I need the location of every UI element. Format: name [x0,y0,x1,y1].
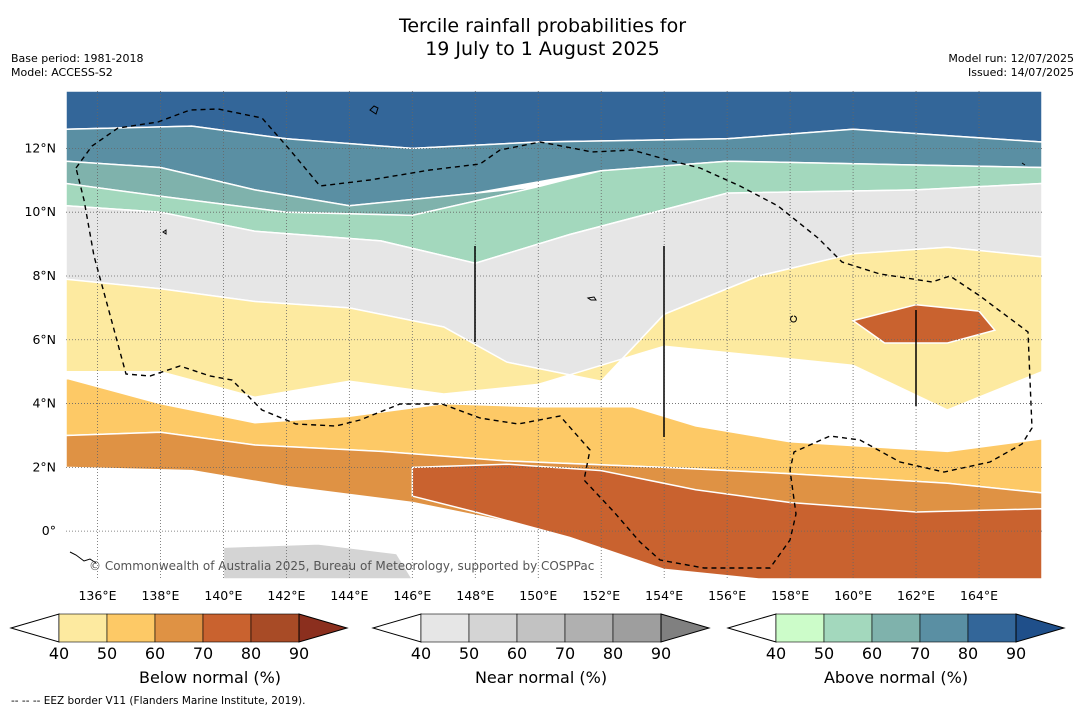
lon-tick-label: 142°E [267,588,305,603]
colorbar-tick-label: 60 [507,644,527,663]
colorbar-tick-label: 40 [766,644,786,663]
colorbar-near: 40 50 60 70 80 90 [371,613,711,663]
base-period-label: Base period: 1981-2018 [11,52,144,65]
region-below-normal-40-5 [66,246,1042,411]
chart-title-line2: 19 July to 1 August 2025 [425,38,660,60]
colorbar-tick-label: 80 [241,644,261,663]
colorbar-tick-label: 50 [459,644,479,663]
colorbar-tick-label: 40 [49,644,69,663]
colorbar-segment [58,613,108,643]
colorbar-tick-label: 70 [555,644,575,663]
lat-tick-label: 6°N [32,332,56,347]
coastline-features [69,105,1026,564]
colorbar-tick-label: 50 [814,644,834,663]
colorbar-segment [967,613,1017,643]
colorbar-segment [564,613,614,643]
colorbar-lower-extension [726,613,777,643]
colorbar-upper-extension [1015,613,1066,643]
colorbar-tick-label: 50 [97,644,117,663]
colorbar-tick-label: 60 [145,644,165,663]
colorbar-lower-extension [371,613,422,643]
colorbar-below: 40 50 60 70 80 90 [9,613,349,663]
copyright-text: © Commonwealth of Australia 2025, Bureau… [89,559,594,573]
colorbar-segment [250,613,300,643]
colorbar-tick-label: 70 [910,644,930,663]
colorbar-segment [871,613,921,643]
colorbar-segment [202,613,252,643]
colorbar-segment [775,613,825,643]
lon-tick-label: 136°E [78,588,116,603]
colorbar-segment [612,613,662,643]
lat-tick-label: 8°N [32,268,56,283]
colorbar-segment [154,613,204,643]
lon-tick-label: 144°E [330,588,368,603]
region-near-normal-50-10 [222,543,414,579]
lat-tick-label: 12°N [24,140,56,155]
chart-title-line1: Tercile rainfall probabilities for [398,15,687,37]
colorbar-tick-label: 90 [1006,644,1026,663]
model-run-label: Model run: 12/07/2025 [948,52,1074,65]
colorbar-segment [919,613,969,643]
colorbar-tick-label: 60 [862,644,882,663]
near-normal-legend-label: Near normal (%) [474,668,608,687]
issued-label: Issued: 14/07/2025 [967,66,1074,79]
eez-border [75,108,1033,569]
lon-tick-label: 150°E [519,588,557,603]
lon-tick-label: 140°E [204,588,242,603]
lon-tick-label: 164°E [960,588,998,603]
lat-tick-label: 0° [42,523,56,538]
lon-tick-label: 156°E [708,588,746,603]
below-normal-legend-label: Below normal (%) [138,668,282,687]
lon-tick-label: 146°E [393,588,431,603]
colorbar-tick-label: 80 [603,644,623,663]
lon-tick-label: 160°E [834,588,872,603]
colorbar-upper-extension [660,613,711,643]
colorbar-segment [106,613,156,643]
lat-tick-label: 2°N [32,459,56,474]
station-markers [474,246,917,437]
colorbar-segment [420,613,470,643]
colorbar-tick-label: 40 [411,644,431,663]
lon-tick-label: 138°E [141,588,179,603]
model-label: Model: ACCESS-S2 [11,66,113,79]
lon-tick-label: 154°E [645,588,683,603]
colorbar-segment [823,613,873,643]
lat-tick-label: 4°N [32,396,56,411]
colorbar-segment [468,613,518,643]
region-below-normal-70-8 [411,463,1042,579]
lon-tick-label: 162°E [897,588,935,603]
colorbar-upper-extension [298,613,349,643]
colorbar-tick-label: 80 [958,644,978,663]
lat-tick-label: 10°N [24,204,56,219]
colorbar-tick-label: 90 [289,644,309,663]
lon-tick-label: 152°E [582,588,620,603]
lon-tick-label: 148°E [456,588,494,603]
colorbar-above: 40 50 60 70 80 90 [726,613,1066,663]
colorbar-segment [516,613,566,643]
lon-tick-label: 158°E [771,588,809,603]
colorbar-lower-extension [9,613,60,643]
eez-footnote: -- -- -- EEZ border V11 (Flanders Marine… [11,695,306,707]
colorbar-tick-label: 70 [193,644,213,663]
above-normal-legend-label: Above normal (%) [823,668,969,687]
colorbar-tick-label: 90 [651,644,671,663]
